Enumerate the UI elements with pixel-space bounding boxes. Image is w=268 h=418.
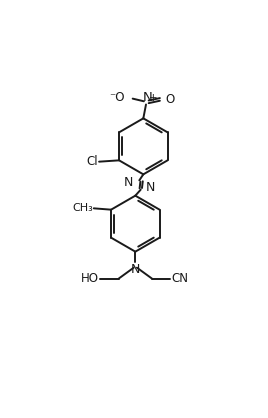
Text: N: N bbox=[131, 263, 140, 276]
Text: N: N bbox=[124, 176, 133, 189]
Text: N: N bbox=[146, 181, 155, 194]
Text: Cl: Cl bbox=[86, 155, 98, 168]
Text: CH₃: CH₃ bbox=[72, 203, 93, 213]
Text: CN: CN bbox=[171, 272, 188, 285]
Text: HO: HO bbox=[81, 272, 99, 285]
Text: N: N bbox=[143, 91, 152, 104]
Text: O: O bbox=[166, 93, 175, 106]
Text: +: + bbox=[149, 93, 158, 103]
Text: ⁻O: ⁻O bbox=[109, 91, 125, 104]
